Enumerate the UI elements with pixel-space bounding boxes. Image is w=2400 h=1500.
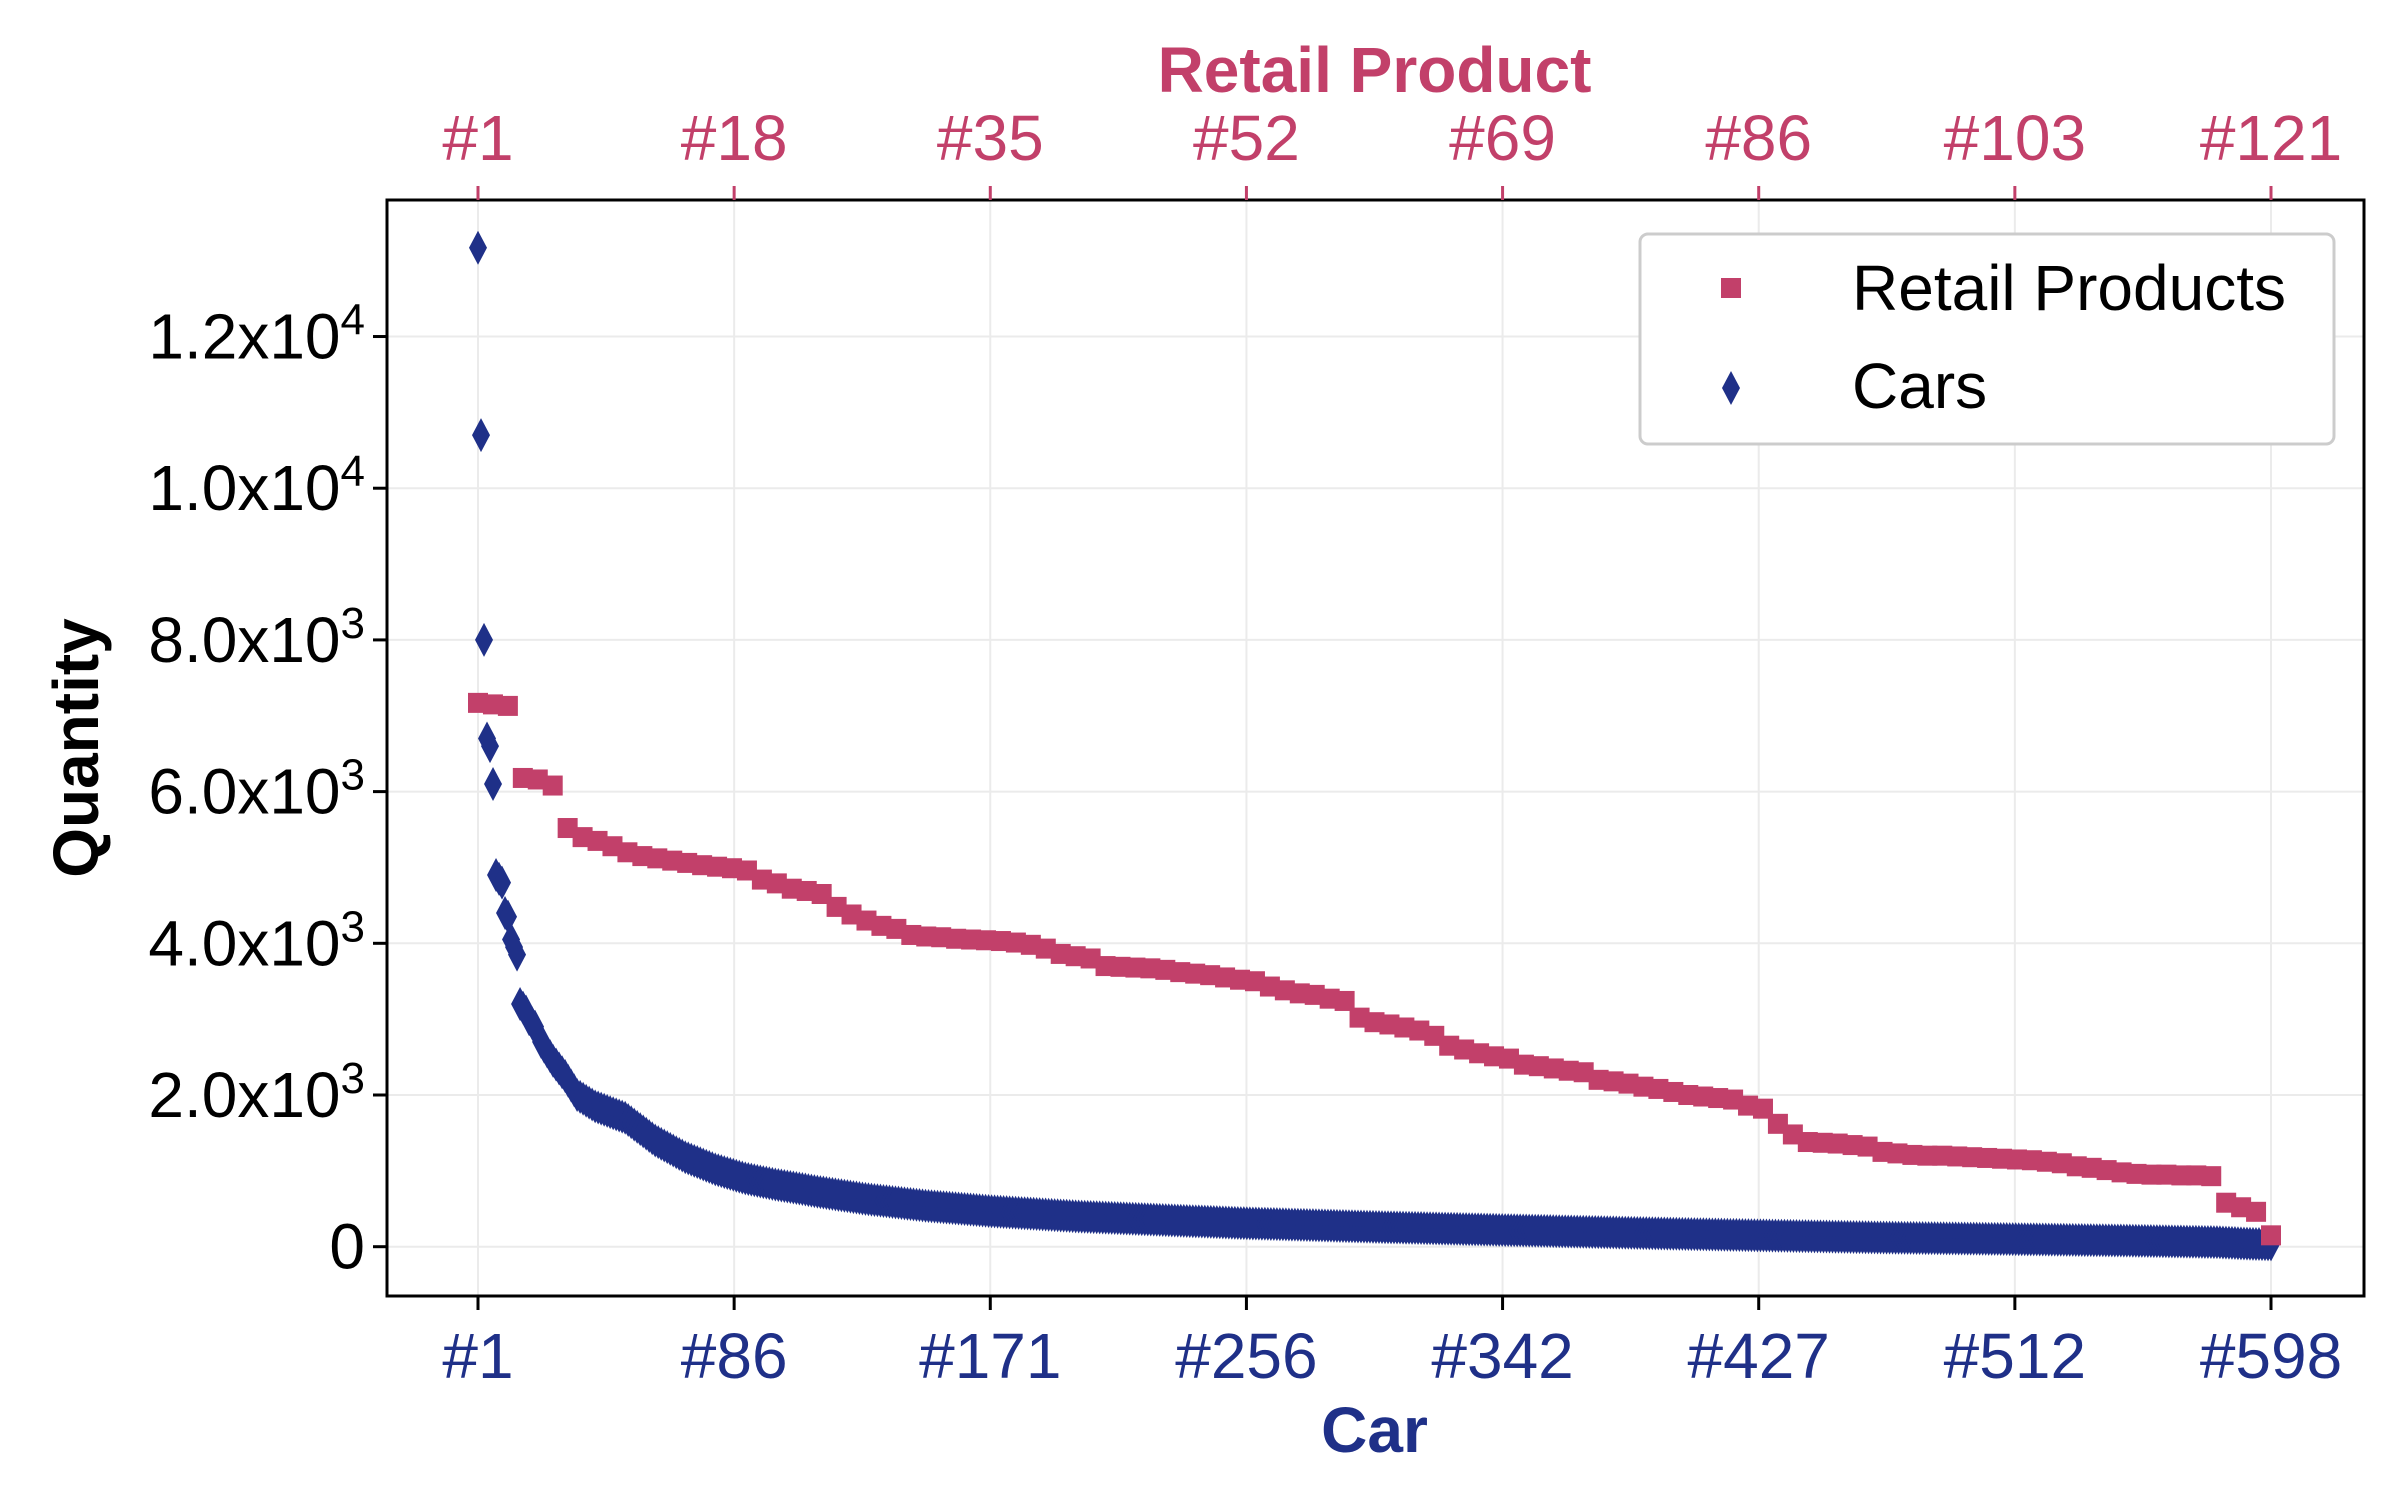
cars-point [472, 418, 491, 453]
x2-tick-label: #52 [1193, 102, 1300, 174]
x2-tick-label: #121 [2200, 102, 2342, 174]
y-tick-label: 8.0x103 [148, 598, 365, 676]
cars-point [508, 937, 527, 972]
x2-tick-label: #103 [1944, 102, 2086, 174]
y-tick-label: 2.0x103 [148, 1054, 365, 1132]
top-axis-title: Retail Product [1158, 34, 1592, 106]
x-tick-label: #598 [2200, 1320, 2342, 1392]
x-tick-label: #512 [1944, 1320, 2086, 1392]
legend: Retail Products Cars [1638, 232, 2336, 446]
retail-point [1752, 1098, 1773, 1119]
retail-point [1334, 990, 1355, 1011]
retail-point [2246, 1201, 2267, 1222]
y-tick-label: 4.0x103 [148, 902, 365, 980]
x-tick-label: #256 [1175, 1320, 1317, 1392]
cars-point [499, 899, 518, 934]
retail-point [497, 695, 518, 716]
legend-retail-products-marker [1721, 278, 1741, 298]
y-axis-title: Quantity [40, 618, 112, 878]
y-tick-label: 0 [329, 1211, 365, 1283]
retail-point [2201, 1166, 2222, 1187]
legend-box [1638, 232, 2336, 446]
legend-cars-marker [1722, 371, 1740, 405]
axes: #1 #86 #171 #256 #342 #427 #512 #598 #1 #18 #35 #52… [148, 102, 2342, 1392]
y-tick-label: 1.2x104 [148, 295, 365, 373]
y-tick-label: 1.0x104 [148, 447, 365, 524]
x2-tick-label: #69 [1449, 102, 1556, 174]
x-tick-label: #342 [1431, 1320, 1573, 1392]
x-tick-label: #171 [919, 1320, 1061, 1392]
legend-cars-label: Cars [1852, 350, 1987, 422]
cars-point [484, 767, 503, 802]
retail-point [542, 775, 563, 796]
cars-point [469, 230, 487, 265]
x-tick-label: #86 [681, 1320, 788, 1392]
cars-point [475, 622, 494, 657]
cars-point [493, 865, 512, 900]
x2-tick-label: #1 [442, 102, 513, 174]
x2-tick-label: #35 [937, 102, 1044, 174]
y-tick-label: 6.0x103 [148, 750, 365, 828]
x-tick-label: #1 [442, 1320, 513, 1392]
plot-area [468, 230, 2281, 1262]
x2-tick-label: #18 [681, 102, 788, 174]
legend-retail-products-label: Retail Products [1852, 252, 2286, 324]
x2-tick-label: #86 [1705, 102, 1812, 174]
plot-frame [385, 198, 2366, 1298]
x-tick-label: #427 [1688, 1320, 1830, 1392]
cars-point [481, 729, 500, 764]
retail-point [2261, 1225, 2281, 1246]
bottom-axis-title: Car [1321, 1394, 1428, 1466]
